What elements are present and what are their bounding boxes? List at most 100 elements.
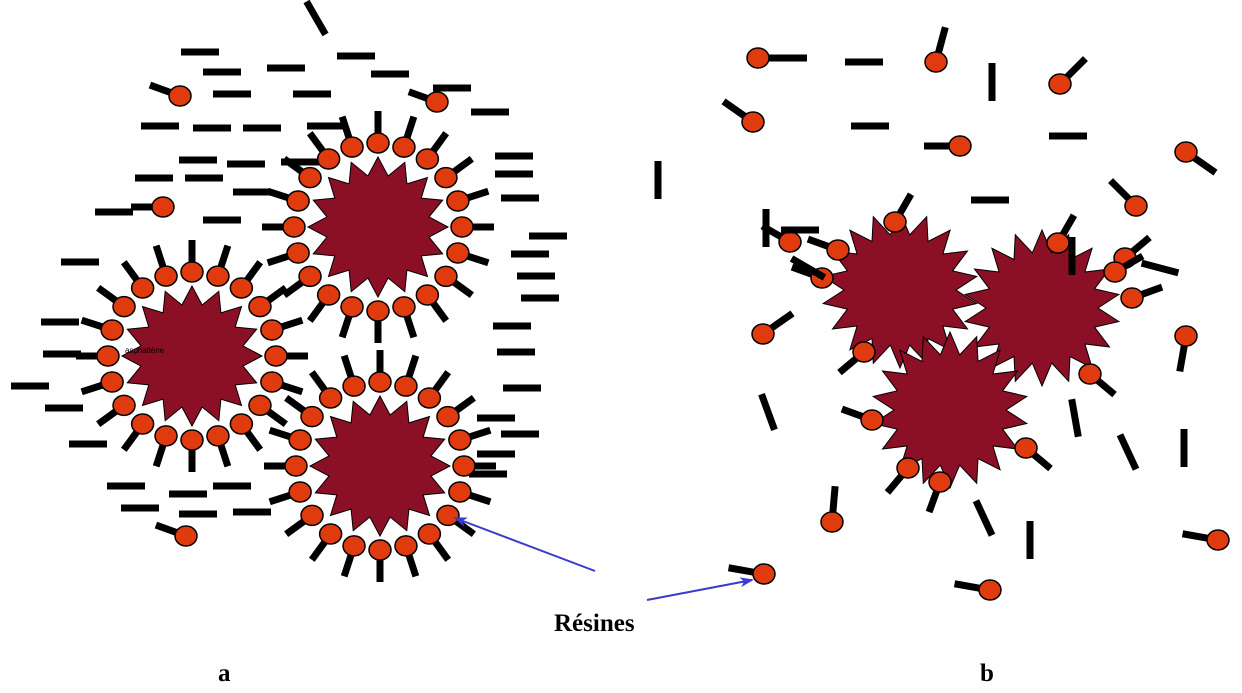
resin-molecule <box>180 261 204 283</box>
resin-tail <box>403 315 418 339</box>
resin-tail <box>407 88 429 102</box>
resin-molecule <box>924 51 948 73</box>
resin-tail <box>152 444 167 468</box>
resin-molecule <box>852 341 876 363</box>
resin-molecule <box>300 504 324 527</box>
resin-tail <box>935 26 949 54</box>
resin-tail <box>837 355 859 376</box>
resin-tail <box>268 426 292 441</box>
resin-molecule <box>434 166 458 189</box>
saturate-molecule <box>1068 398 1082 438</box>
resin-molecule <box>316 284 341 306</box>
arrow-to-resin-a <box>453 517 596 572</box>
resin-molecule <box>778 231 802 253</box>
resin-molecule <box>248 394 272 417</box>
resin-molecule <box>415 148 440 170</box>
resin-molecule <box>368 371 392 393</box>
resin-molecule <box>264 345 288 367</box>
resin-tail <box>721 98 747 120</box>
resin-tail <box>308 370 328 393</box>
resin-tail <box>1130 234 1152 255</box>
resin-molecule <box>298 265 322 288</box>
resin-tail <box>432 370 452 393</box>
resin-tail <box>466 187 490 202</box>
resin-molecule <box>741 111 765 133</box>
resin-molecule <box>826 239 850 261</box>
resin-tail <box>80 381 104 396</box>
resin-molecule <box>450 216 474 238</box>
resin-tail <box>727 564 755 576</box>
resin-tail <box>829 485 839 513</box>
resin-molecule <box>1014 437 1038 459</box>
resin-tail <box>217 444 232 468</box>
resin-tail <box>1059 213 1078 237</box>
resin-molecule <box>206 265 230 287</box>
resin-tail <box>925 490 940 514</box>
resin-tail <box>340 554 355 578</box>
resin-molecule <box>928 471 952 493</box>
panel-a-peptized-structure <box>11 0 662 582</box>
resin-molecule <box>300 405 324 428</box>
resin-tail <box>453 394 476 414</box>
resin-molecule <box>948 135 972 157</box>
resin-molecule <box>1206 529 1230 551</box>
resin-molecule <box>340 136 364 158</box>
resin-tail <box>308 539 328 562</box>
resin-molecule <box>174 525 198 547</box>
resin-molecule <box>1078 363 1102 385</box>
resin-molecule <box>342 375 366 397</box>
resin-molecule <box>366 132 390 154</box>
resin-molecule <box>288 481 312 503</box>
resin-molecule <box>229 413 254 435</box>
resin-tail <box>1064 56 1088 80</box>
asphaltene-particle <box>308 394 452 538</box>
resin-tail <box>80 316 104 331</box>
resin-molecule <box>392 296 416 318</box>
resin-tail <box>806 235 830 250</box>
resin-molecule <box>978 579 1002 601</box>
resin-molecule <box>752 563 776 585</box>
resin-molecule <box>751 323 775 345</box>
resin-molecule <box>448 429 472 451</box>
resin-molecule <box>1120 287 1144 309</box>
resin-molecule <box>112 295 136 318</box>
resin-tail <box>1108 178 1132 202</box>
resin-tail <box>96 408 119 428</box>
resin-molecule <box>260 319 284 341</box>
resin-molecule <box>260 371 284 393</box>
resin-molecule <box>1124 195 1148 217</box>
resin-molecule <box>366 300 390 322</box>
resin-tail <box>306 131 326 154</box>
resin-tail <box>340 354 355 378</box>
resin-tail <box>840 405 864 420</box>
resin-tail <box>338 115 353 139</box>
resin-tail <box>152 244 167 268</box>
resin-tail <box>468 426 492 441</box>
asphaltene-particle <box>120 284 264 428</box>
resin-tail <box>466 252 490 267</box>
resin-tail <box>265 284 288 304</box>
resin-molecule <box>434 265 458 288</box>
saturate-molecule <box>1140 259 1180 277</box>
resin-tail <box>282 155 305 175</box>
resin-molecule <box>746 47 770 69</box>
resin-tail <box>282 279 305 299</box>
resin-tail <box>338 315 353 339</box>
resin-tail <box>280 316 304 331</box>
resin-molecule <box>180 429 204 451</box>
resin-molecule <box>452 455 476 477</box>
resin-molecule <box>1174 141 1198 163</box>
resin-molecule <box>446 242 470 264</box>
resin-tail <box>1140 283 1164 298</box>
resin-tail <box>1121 252 1145 271</box>
resin-tail <box>430 300 450 323</box>
resin-molecule <box>318 387 343 409</box>
resin-tail <box>266 187 290 202</box>
resin-tail <box>284 518 307 538</box>
resin-molecule <box>206 425 230 447</box>
resin-molecule <box>248 295 272 318</box>
resin-tail <box>451 279 474 299</box>
resin-molecule <box>282 216 306 238</box>
resin-molecule <box>298 166 322 189</box>
